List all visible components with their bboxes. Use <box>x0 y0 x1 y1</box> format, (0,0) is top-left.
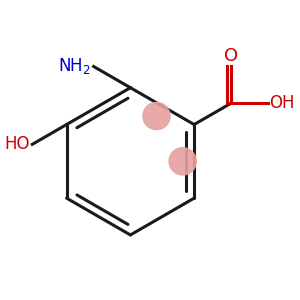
Text: HO: HO <box>4 135 29 153</box>
Text: O: O <box>224 47 238 65</box>
Circle shape <box>143 103 170 130</box>
Text: NH$_2$: NH$_2$ <box>58 56 91 76</box>
Text: OH: OH <box>269 94 295 112</box>
Circle shape <box>169 148 196 175</box>
